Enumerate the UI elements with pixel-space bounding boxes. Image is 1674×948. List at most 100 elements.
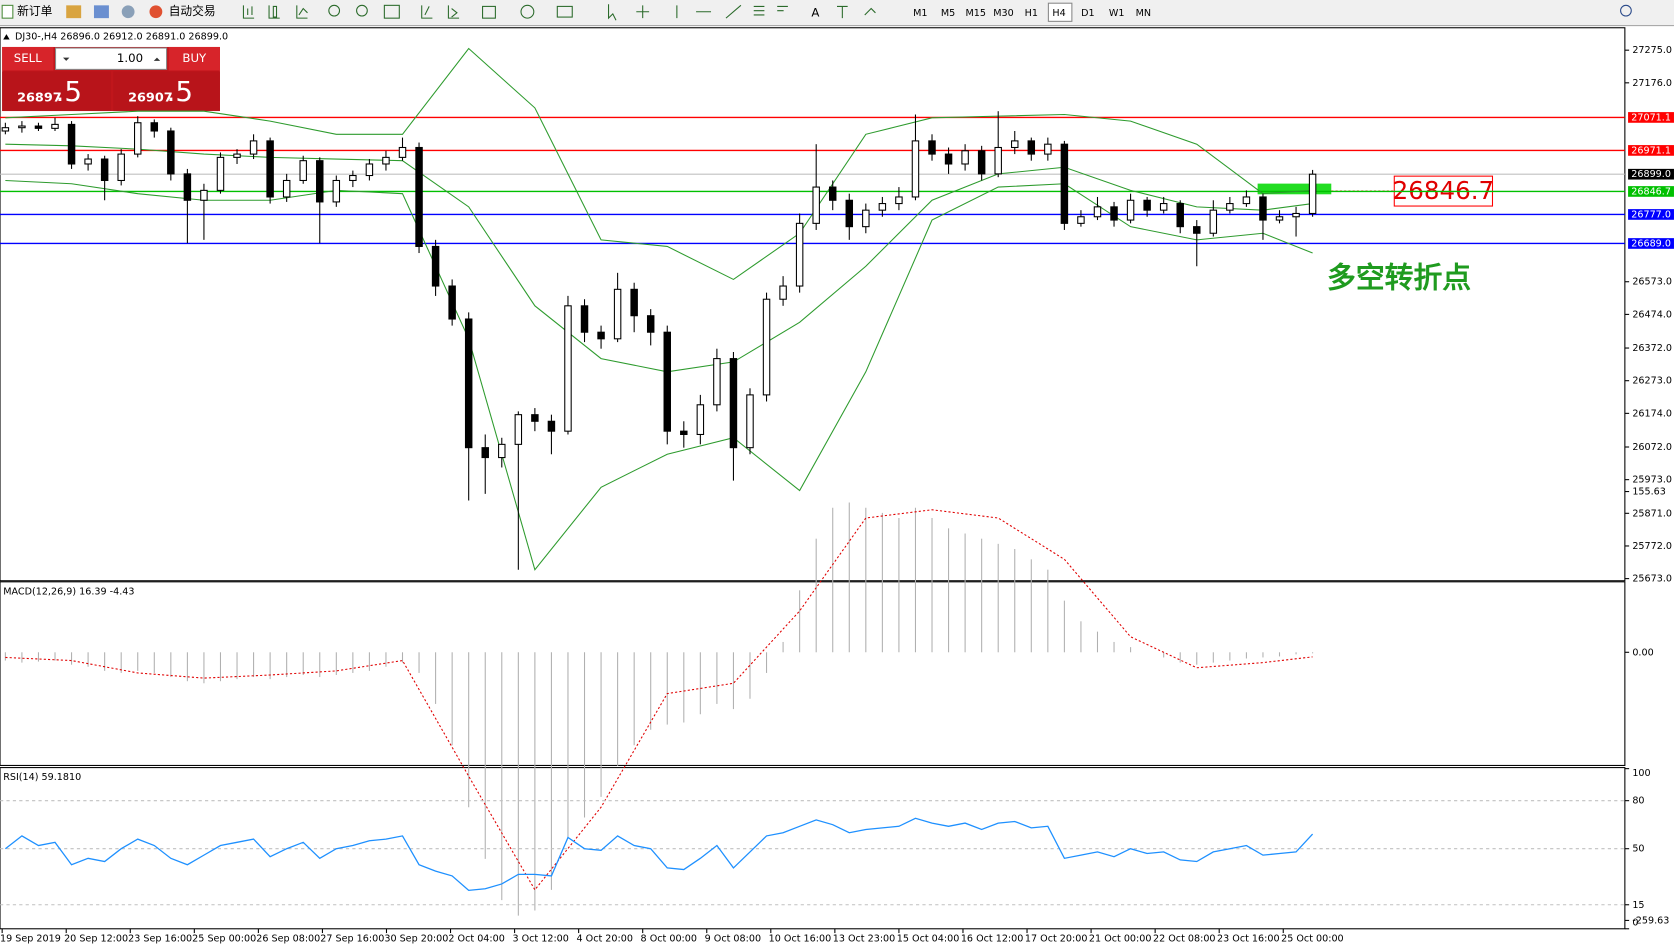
y-tick-label: 26573.0 (1632, 277, 1672, 288)
level-tag (1628, 186, 1674, 197)
macd-label: MACD(12,26,9) 16.39 -4.43 (3, 586, 134, 597)
candle-body (1226, 203, 1234, 211)
candle-body (1176, 203, 1184, 228)
candle-body (597, 331, 605, 340)
candle-body (349, 174, 357, 182)
timeframe-button[interactable]: W1 (1109, 8, 1125, 19)
timeframe-button[interactable]: H1 (1025, 8, 1038, 19)
toolbar-icon[interactable] (121, 5, 135, 19)
new-order-icon[interactable] (1, 4, 14, 19)
candle-body (696, 404, 705, 436)
level-tag (1628, 112, 1674, 123)
x-tick-label: 20 Sep 12:00 (64, 933, 128, 944)
candle-body (282, 179, 291, 198)
candle-body (448, 285, 456, 320)
candle-body (630, 288, 638, 317)
candle-body (100, 158, 109, 182)
candle-body (481, 447, 489, 459)
level-tag (1628, 209, 1674, 220)
bid-price[interactable]: 26897 (17, 91, 62, 106)
candle-body (547, 420, 556, 432)
timeframe-button[interactable]: M15 (966, 8, 986, 19)
auto-trading-button[interactable]: 自动交易 (169, 4, 216, 18)
candle-body (1110, 206, 1118, 221)
bollinger-lower (5, 179, 1313, 571)
candle-body (1044, 143, 1052, 155)
candle-body (713, 358, 721, 406)
timeframe-button[interactable]: MN (1136, 8, 1151, 19)
text-tool[interactable]: A (811, 5, 819, 19)
candle-body (895, 196, 903, 205)
x-tick-label: 23 Sep 16:00 (128, 933, 192, 944)
timeframe-button[interactable]: M1 (913, 8, 927, 19)
candle-body (415, 146, 423, 247)
level-label: 26689.0 (1631, 238, 1671, 249)
auto-trading-icon[interactable] (149, 5, 163, 19)
buy-button[interactable] (168, 46, 220, 71)
y-tick-label: 27275.0 (1632, 45, 1672, 56)
candle-body (498, 443, 506, 459)
candle-body (200, 189, 208, 201)
candle-body (150, 122, 159, 132)
symbol-header: DJ30-,H4 26896.0 26912.0 26891.0 26899.0 (15, 31, 228, 42)
candle-body (1093, 206, 1102, 218)
sell-label[interactable]: SELL (14, 51, 42, 65)
candle-body (928, 140, 936, 155)
price-callout-text: 26846.7 (1393, 176, 1495, 205)
sell-button[interactable] (2, 46, 54, 71)
candle-body (1143, 199, 1151, 211)
candle-body (1308, 173, 1317, 214)
candle-body (134, 122, 142, 155)
rsi-tick-label: 50 (1632, 844, 1644, 855)
candle-body (1126, 199, 1135, 221)
macd-tick-label: 155.63 (1632, 487, 1666, 498)
candle-body (1259, 196, 1267, 221)
timeframe-button[interactable]: H4 (1052, 8, 1065, 19)
toolbar-icons[interactable] (242, 4, 876, 21)
candle-body (266, 140, 274, 198)
timeframe-button[interactable]: M30 (993, 8, 1014, 19)
lots-value[interactable]: 1.00 (117, 51, 143, 65)
candle-body (84, 158, 92, 165)
y-tick-label: 25673.0 (1632, 574, 1672, 585)
ask-box[interactable] (113, 71, 220, 112)
ask-price[interactable]: 26907 (128, 91, 173, 106)
toolbar-icon[interactable] (93, 5, 109, 19)
candle-body (911, 140, 920, 198)
candle-body (1011, 140, 1019, 149)
x-tick-label: 9 Oct 08:00 (705, 933, 761, 944)
candle-body (1077, 216, 1085, 224)
x-tick-label: 15 Oct 04:00 (897, 933, 960, 944)
x-tick-label: 25 Sep 00:00 (192, 933, 256, 944)
candle-body (795, 222, 804, 287)
x-tick-label: 16 Oct 12:00 (961, 933, 1024, 944)
candle-body (1275, 216, 1284, 221)
candle-body (233, 153, 241, 158)
level-label: 26777.0 (1631, 209, 1671, 220)
x-tick-label: 23 Oct 16:00 (1217, 933, 1280, 944)
candle-body (382, 156, 390, 165)
ask-tail[interactable]: .5 (167, 75, 193, 108)
candle-body (531, 414, 539, 422)
lots-input[interactable] (55, 47, 168, 70)
candle-body (464, 318, 473, 449)
buy-label[interactable]: BUY (182, 51, 207, 65)
timeframe-button[interactable]: D1 (1081, 8, 1095, 19)
price-panel (0, 27, 1626, 582)
timeframe-button[interactable]: M5 (941, 8, 955, 19)
candle-body (977, 150, 986, 175)
candle-body (580, 305, 589, 333)
search-icon[interactable] (1620, 4, 1632, 17)
bid-box[interactable] (2, 71, 112, 112)
candle-body (332, 179, 341, 203)
bid-tail[interactable]: .5 (56, 75, 82, 108)
new-order-button[interactable]: 新订单 (17, 4, 52, 18)
toolbar-icon[interactable] (66, 5, 82, 19)
toolbar (0, 0, 1674, 26)
candle-body (1027, 140, 1036, 155)
candle-body (646, 315, 655, 333)
x-tick-label: 8 Oct 00:00 (641, 933, 697, 944)
x-tick-label: 22 Oct 08:00 (1153, 933, 1216, 944)
candle-body (514, 414, 523, 445)
candle-body (1159, 203, 1168, 211)
